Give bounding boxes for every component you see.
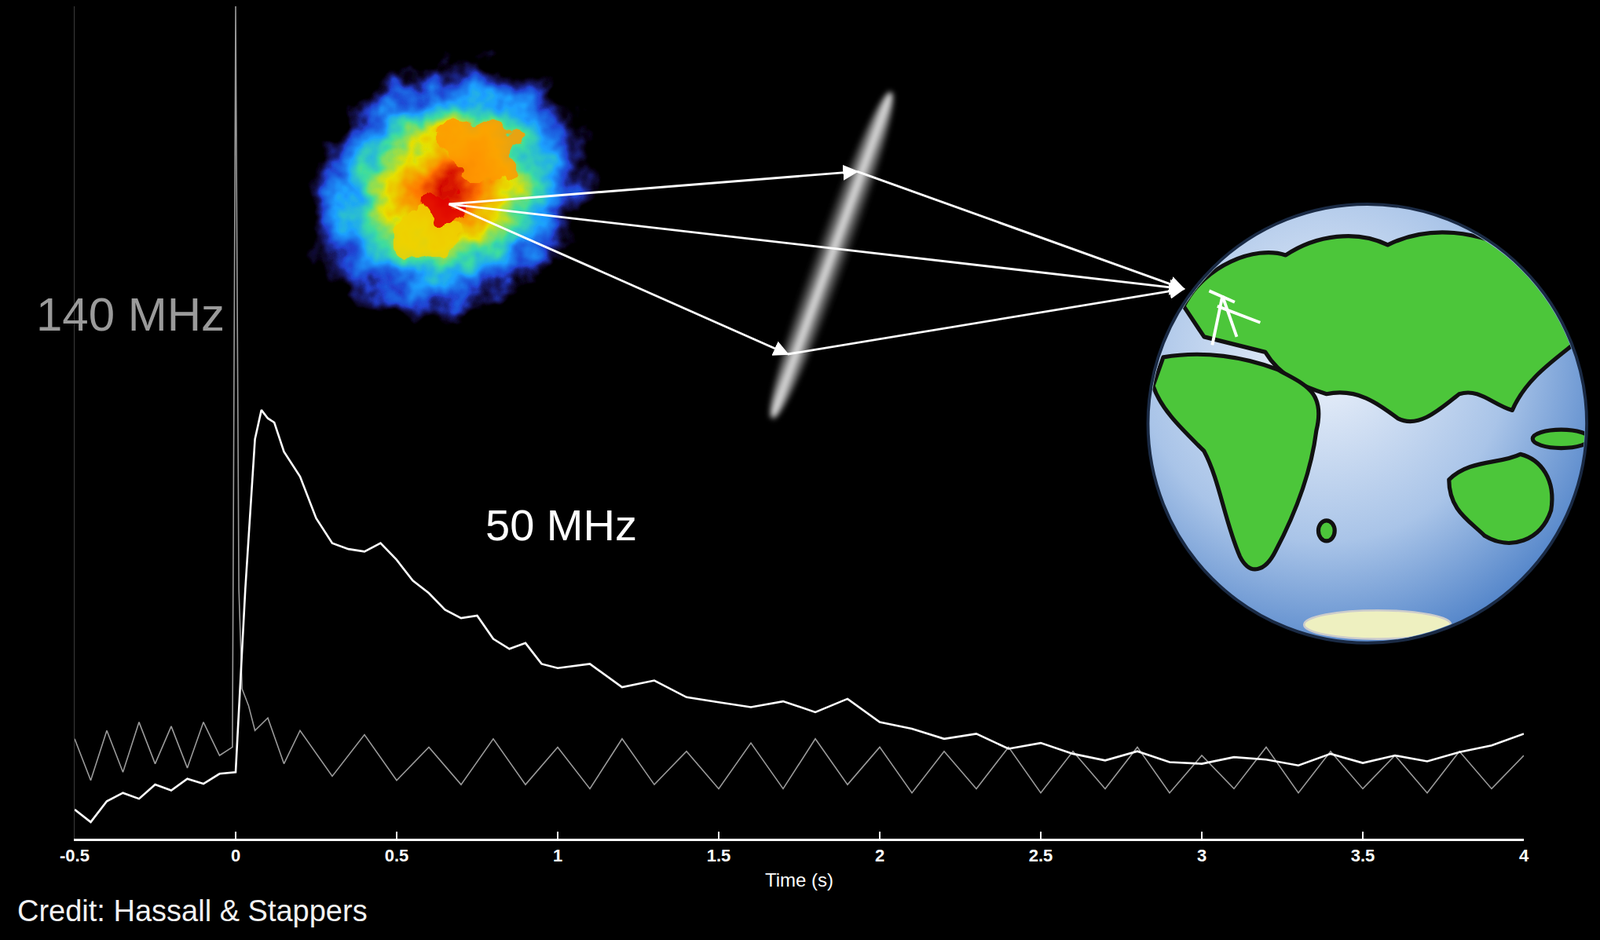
svg-text:0.5: 0.5 [384, 845, 410, 866]
svg-text:140 MHz: 140 MHz [36, 288, 225, 341]
svg-text:-0.5: -0.5 [59, 845, 90, 866]
svg-text:50 MHz: 50 MHz [485, 500, 638, 550]
svg-text:4: 4 [1519, 845, 1530, 866]
svg-text:1.5: 1.5 [706, 845, 732, 866]
svg-text:3.5: 3.5 [1351, 845, 1376, 866]
svg-text:2: 2 [875, 845, 885, 866]
svg-text:0: 0 [230, 845, 241, 866]
svg-text:2.5: 2.5 [1028, 845, 1054, 866]
svg-text:Credit: Hassall & Stappers: Credit: Hassall & Stappers [17, 894, 368, 928]
svg-text:Time (s): Time (s) [765, 869, 834, 891]
svg-text:1: 1 [552, 845, 563, 866]
svg-text:3: 3 [1197, 845, 1207, 866]
